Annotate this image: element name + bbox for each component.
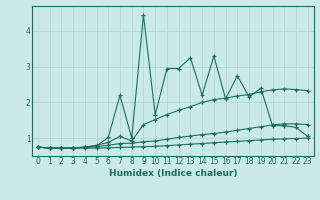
X-axis label: Humidex (Indice chaleur): Humidex (Indice chaleur) (108, 169, 237, 178)
